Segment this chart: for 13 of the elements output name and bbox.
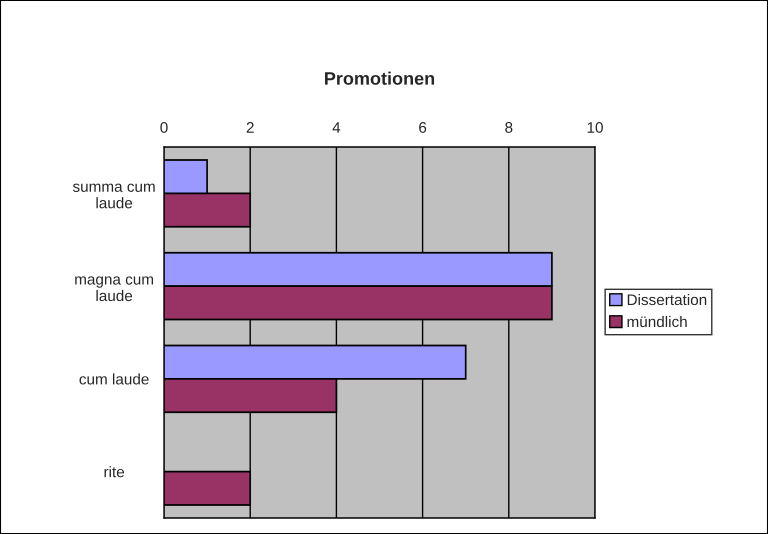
y-tick-label: magna cum laude [75, 276, 154, 302]
x-tick-label: 4 [332, 122, 340, 133]
x-tick-label: 8 [505, 122, 512, 133]
chart-title: Promotionen [325, 72, 434, 85]
y-tick-label: rite [104, 466, 124, 478]
legend-label: Dissertation [628, 294, 706, 306]
x-tick-label: 10 [588, 122, 603, 133]
legend-label: mündlich [628, 316, 687, 328]
x-tick-label: 6 [419, 122, 426, 133]
x-tick-label: 0 [160, 122, 168, 133]
y-tick-label: summa cum laude [72, 184, 155, 208]
y-tick-label: cum laude [80, 373, 149, 385]
x-tick-label: 2 [246, 122, 254, 133]
